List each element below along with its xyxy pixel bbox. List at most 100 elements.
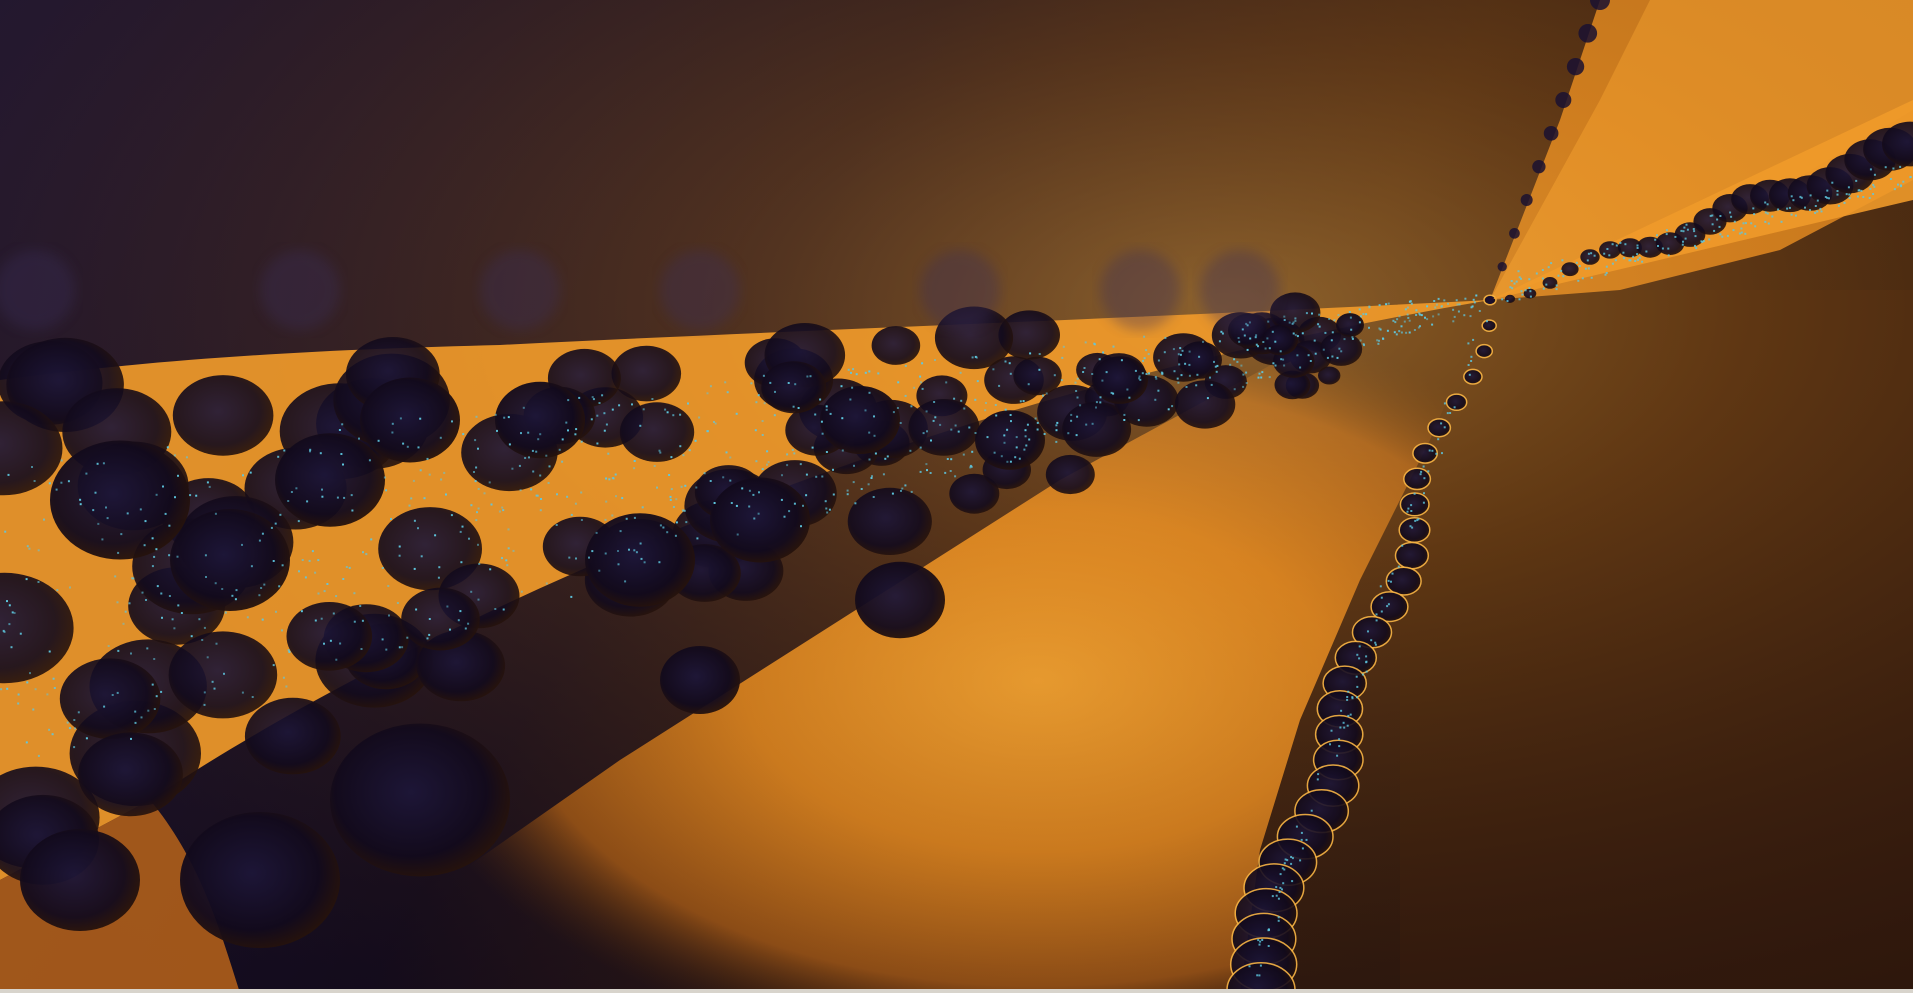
speckle bbox=[1541, 269, 1544, 271]
top-spiral-bulb bbox=[1509, 228, 1520, 239]
speckle bbox=[1408, 331, 1411, 334]
speckle bbox=[1545, 283, 1548, 286]
speckle bbox=[1282, 358, 1285, 361]
speckle bbox=[539, 509, 542, 512]
speckle bbox=[821, 475, 824, 478]
soft-orb bbox=[480, 250, 560, 330]
speckle bbox=[1611, 262, 1614, 265]
dark-lobe bbox=[820, 386, 900, 454]
speckle bbox=[317, 592, 320, 595]
speckle bbox=[925, 463, 928, 466]
speckle bbox=[1210, 383, 1213, 386]
speckle bbox=[1509, 286, 1512, 289]
speckle bbox=[1391, 572, 1394, 575]
speckle bbox=[656, 486, 658, 489]
speckle bbox=[1458, 303, 1461, 306]
speckle bbox=[467, 622, 470, 625]
speckle bbox=[1317, 773, 1320, 776]
speckle bbox=[1099, 396, 1102, 399]
speckle bbox=[55, 488, 58, 491]
speckle bbox=[391, 431, 394, 434]
speckle bbox=[598, 569, 601, 572]
speckle bbox=[10, 646, 13, 649]
speckle bbox=[1452, 320, 1455, 323]
speckle bbox=[402, 442, 405, 445]
speckle bbox=[1654, 238, 1657, 241]
chain-bulb bbox=[1394, 541, 1430, 570]
speckle bbox=[483, 492, 486, 495]
speckle bbox=[1418, 312, 1421, 315]
speckle bbox=[437, 576, 440, 579]
speckle bbox=[46, 693, 49, 696]
speckle bbox=[874, 452, 877, 455]
dark-bulb bbox=[761, 361, 827, 414]
speckle bbox=[1446, 412, 1449, 415]
speckle bbox=[1242, 373, 1245, 376]
speckle bbox=[177, 604, 180, 607]
speckle bbox=[1326, 356, 1329, 359]
speckle bbox=[580, 491, 583, 494]
speckle bbox=[1524, 289, 1527, 292]
speckle bbox=[489, 568, 492, 571]
speckle bbox=[1694, 235, 1697, 238]
speckle bbox=[730, 502, 733, 504]
speckle bbox=[206, 481, 209, 484]
speckle bbox=[757, 512, 760, 515]
speckle bbox=[971, 450, 974, 453]
speckle bbox=[1428, 449, 1431, 452]
speckle bbox=[511, 467, 514, 470]
speckle bbox=[326, 583, 329, 585]
speckle bbox=[462, 433, 465, 436]
speckle bbox=[998, 384, 1001, 387]
speckle bbox=[821, 432, 824, 435]
speckle bbox=[891, 492, 894, 495]
speckle bbox=[1405, 331, 1408, 334]
speckle bbox=[1126, 388, 1129, 391]
speckle bbox=[1134, 369, 1137, 372]
speckle bbox=[1102, 351, 1105, 354]
speckle bbox=[1216, 364, 1219, 367]
dark-lobe bbox=[1336, 313, 1364, 337]
speckle bbox=[335, 658, 338, 661]
chain-bulb bbox=[1385, 566, 1422, 596]
speckle bbox=[501, 557, 503, 560]
speckle bbox=[1636, 253, 1639, 256]
speckle bbox=[507, 547, 510, 550]
speckle bbox=[530, 488, 533, 491]
speckle bbox=[1431, 449, 1434, 452]
speckle bbox=[669, 498, 672, 501]
speckle bbox=[614, 473, 617, 476]
speckle bbox=[537, 438, 540, 441]
speckle bbox=[1692, 228, 1695, 230]
speckle bbox=[401, 646, 404, 649]
fractal-chain-lower bbox=[1226, 294, 1497, 993]
dark-bulb bbox=[1270, 292, 1321, 333]
speckle bbox=[1435, 303, 1438, 306]
speckle bbox=[1719, 233, 1722, 236]
speckle bbox=[539, 474, 542, 477]
speckle bbox=[853, 464, 855, 467]
speckle bbox=[633, 460, 636, 462]
speckle bbox=[339, 642, 342, 645]
speckle bbox=[155, 493, 158, 496]
speckle bbox=[946, 458, 949, 460]
speckle bbox=[37, 549, 40, 552]
speckle bbox=[1195, 384, 1198, 387]
speckle bbox=[140, 716, 143, 719]
speckle bbox=[1301, 332, 1304, 335]
speckle bbox=[1365, 661, 1368, 664]
speckle bbox=[726, 391, 729, 394]
speckle bbox=[1274, 364, 1277, 367]
speckle bbox=[1145, 349, 1148, 352]
dark-lobe bbox=[1092, 356, 1148, 404]
speckle bbox=[658, 449, 661, 452]
speckle bbox=[904, 484, 907, 487]
speckle bbox=[1636, 244, 1639, 247]
speckle bbox=[1342, 721, 1345, 724]
speckle bbox=[974, 432, 977, 434]
speckle bbox=[208, 485, 211, 488]
speckle bbox=[450, 514, 453, 517]
speckle bbox=[117, 551, 120, 554]
speckle bbox=[1884, 166, 1887, 169]
